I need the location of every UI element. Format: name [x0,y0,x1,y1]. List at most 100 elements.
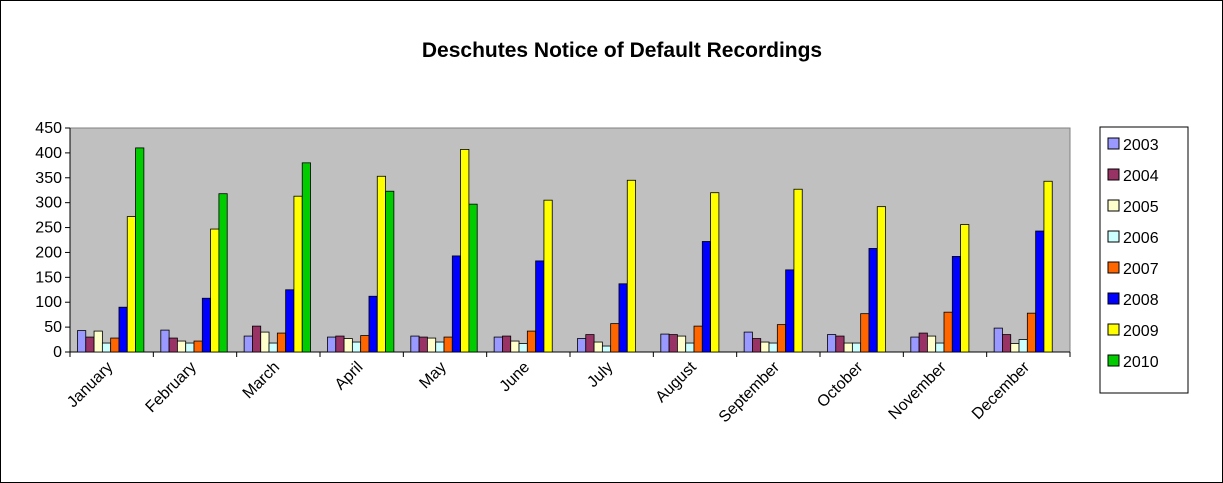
bar-2006-august [685,342,695,353]
bar-2005-june [510,340,520,353]
y-tick-label: 0 [53,344,62,361]
bar-2008-may [451,255,461,353]
bar-2003-june [493,336,503,353]
bar-2006-september [768,342,778,353]
bar-2004-april [335,335,345,353]
bar-2006-april [351,341,362,353]
bar-2003-february [160,329,170,353]
bar-2008-february [201,297,212,353]
bar-2005-april [343,338,353,353]
bar-2003-august [660,333,670,353]
y-tick-label: 50 [44,319,62,336]
y-tick-label: 150 [35,269,62,286]
bar-2006-june [518,343,528,353]
bar-2008-april [368,295,378,353]
bar-2005-may [426,337,437,353]
bar-2005-january [93,330,103,353]
bar-2003-october [827,334,837,353]
bar-2006-november [935,342,945,353]
bar-2003-march [243,335,253,353]
bar-2009-december [1043,180,1053,353]
bar-2010-january [135,147,145,353]
bar-2007-october [860,313,870,353]
bar-2009-april [376,175,386,353]
legend-label-2010: 2010 [1123,354,1159,371]
bar-2004-december [1002,334,1012,353]
bar-2005-october [843,342,853,353]
bar-2004-october [835,335,845,353]
bar-2007-november [943,311,953,353]
bar-2003-september [743,331,753,353]
bar-2004-june [502,335,512,353]
legend-swatch-2010 [1107,354,1120,367]
bar-2007-february [193,340,203,353]
y-tick-label: 350 [35,170,62,187]
bar-2007-may [443,336,453,353]
bar-2005-november [927,335,937,353]
bar-2008-january [118,306,128,353]
bar-2008-september [785,269,795,353]
bar-2003-april [327,336,337,353]
bar-2008-august [701,241,711,353]
y-tick-label: 300 [35,195,62,212]
bar-2004-november [918,332,928,353]
bar-2009-february [210,228,220,353]
bar-2006-march [268,342,278,353]
legend-swatch-2009 [1107,323,1120,336]
bar-2006-february [185,342,195,353]
legend-swatch-2004 [1107,168,1120,181]
legend-swatch-2008 [1107,292,1120,305]
bar-2006-october [851,342,862,353]
bar-2008-march [285,289,295,353]
bar-2008-october [868,248,878,353]
bar-2004-july [585,334,595,353]
legend-label-2008: 2008 [1123,292,1159,309]
plot-area [69,127,1071,353]
bar-2004-september [752,338,762,353]
bar-2010-february [218,193,228,353]
bar-2006-july [601,345,612,353]
bar-2007-august [693,325,703,353]
bar-2009-november [960,224,970,353]
bar-2004-january [85,336,95,353]
bar-2004-may [418,336,428,353]
bar-2009-march [293,195,303,353]
bar-2010-april [385,190,395,353]
bar-2005-march [260,331,270,353]
bar-2007-april [360,335,370,353]
legend-swatch-2007 [1107,261,1120,274]
bar-2005-august [677,335,687,353]
legend-label-2006: 2006 [1123,230,1159,247]
legend-label-2009: 2009 [1123,323,1159,340]
y-tick-label: 450 [35,120,62,137]
y-axis: 0 50 100 150 200 250 300 350 400 450 [35,120,71,361]
bar-2003-january [77,330,87,353]
bar-2005-december [1010,343,1020,353]
bar-2007-june [526,330,537,353]
y-tick-label: 250 [35,220,62,237]
chart-title: Deschutes Notice of Default Recordings [422,39,822,62]
bar-2006-january [101,342,112,353]
bar-2009-september [793,188,803,353]
bar-2007-september [776,324,787,353]
bar-2004-august [668,334,678,353]
bars [77,147,1053,353]
bar-2007-december [1026,312,1037,353]
y-tick-label: 100 [35,294,62,311]
bar-2005-september [760,341,770,353]
bar-2009-august [710,192,720,353]
bar-2004-february [168,337,178,353]
legend-swatch-2005 [1107,199,1120,212]
bar-2006-december [1018,339,1028,353]
bar-2009-july [626,179,636,353]
bar-2003-november [910,336,920,353]
legend-swatch-2006 [1107,230,1120,243]
bar-2008-june [535,260,545,353]
bar-2007-march [276,332,287,353]
bar-2003-december [993,327,1003,353]
bar-2003-july [577,338,587,353]
bar-2010-may [468,203,478,353]
bar-2006-may [435,341,445,353]
legend-label-2004: 2004 [1123,168,1159,185]
